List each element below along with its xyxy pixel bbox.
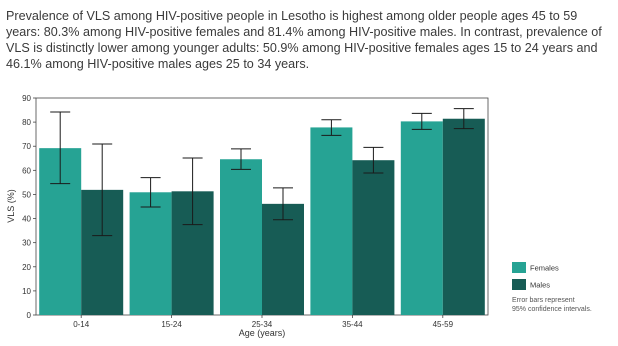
error-bars-group [50, 108, 474, 237]
bar-males-35-44 [352, 160, 395, 315]
x-tick-label-45-59: 45-59 [433, 320, 454, 329]
y-tick-label: 20 [22, 263, 31, 272]
chart-caption: Prevalence of VLS among HIV-positive peo… [6, 9, 602, 71]
y-axis-title: VLS (%) [6, 189, 16, 223]
bar-females-35-44 [310, 127, 353, 315]
note-line: Error bars represent [512, 297, 575, 304]
bar-males-45-59 [442, 118, 485, 315]
note-line: 95% confidence intervals. [512, 306, 592, 313]
x-tick-label-25-34: 25-34 [252, 320, 273, 329]
x-tick-label-0-14: 0-14 [73, 320, 90, 329]
bar-females-15-24 [129, 192, 172, 315]
y-tick-label: 50 [22, 190, 31, 199]
legend: Females Males [512, 262, 559, 290]
y-tick-label: 60 [22, 166, 31, 175]
y-tick-label: 80 [22, 118, 31, 127]
x-axis: 0-14 15-24 25-34 35-44 45-59 [73, 315, 454, 329]
y-axis: 0 10 20 30 40 50 60 70 80 90 [22, 94, 36, 320]
x-axis-title: Age (years) [239, 328, 286, 338]
y-tick-label: 70 [22, 142, 31, 151]
y-tick-label: 30 [22, 239, 31, 248]
x-tick-label-35-44: 35-44 [342, 320, 363, 329]
bar-males-25-34 [262, 203, 304, 315]
x-tick-label-15-24: 15-24 [161, 320, 182, 329]
legend-swatch-males [512, 279, 526, 290]
bars-group [39, 118, 485, 315]
y-tick-label: 90 [22, 94, 31, 103]
bar-females-45-59 [400, 121, 443, 315]
legend-label-females: Females [530, 264, 559, 273]
legend-swatch-females [512, 262, 526, 273]
y-tick-label: 40 [22, 215, 31, 224]
bar-females-25-34 [220, 159, 262, 315]
y-tick-label: 10 [22, 287, 31, 296]
legend-label-males: Males [530, 281, 550, 290]
error-bar-note: Error bars represent 95% confidence inter… [512, 297, 592, 313]
y-tick-label: 0 [27, 311, 32, 320]
